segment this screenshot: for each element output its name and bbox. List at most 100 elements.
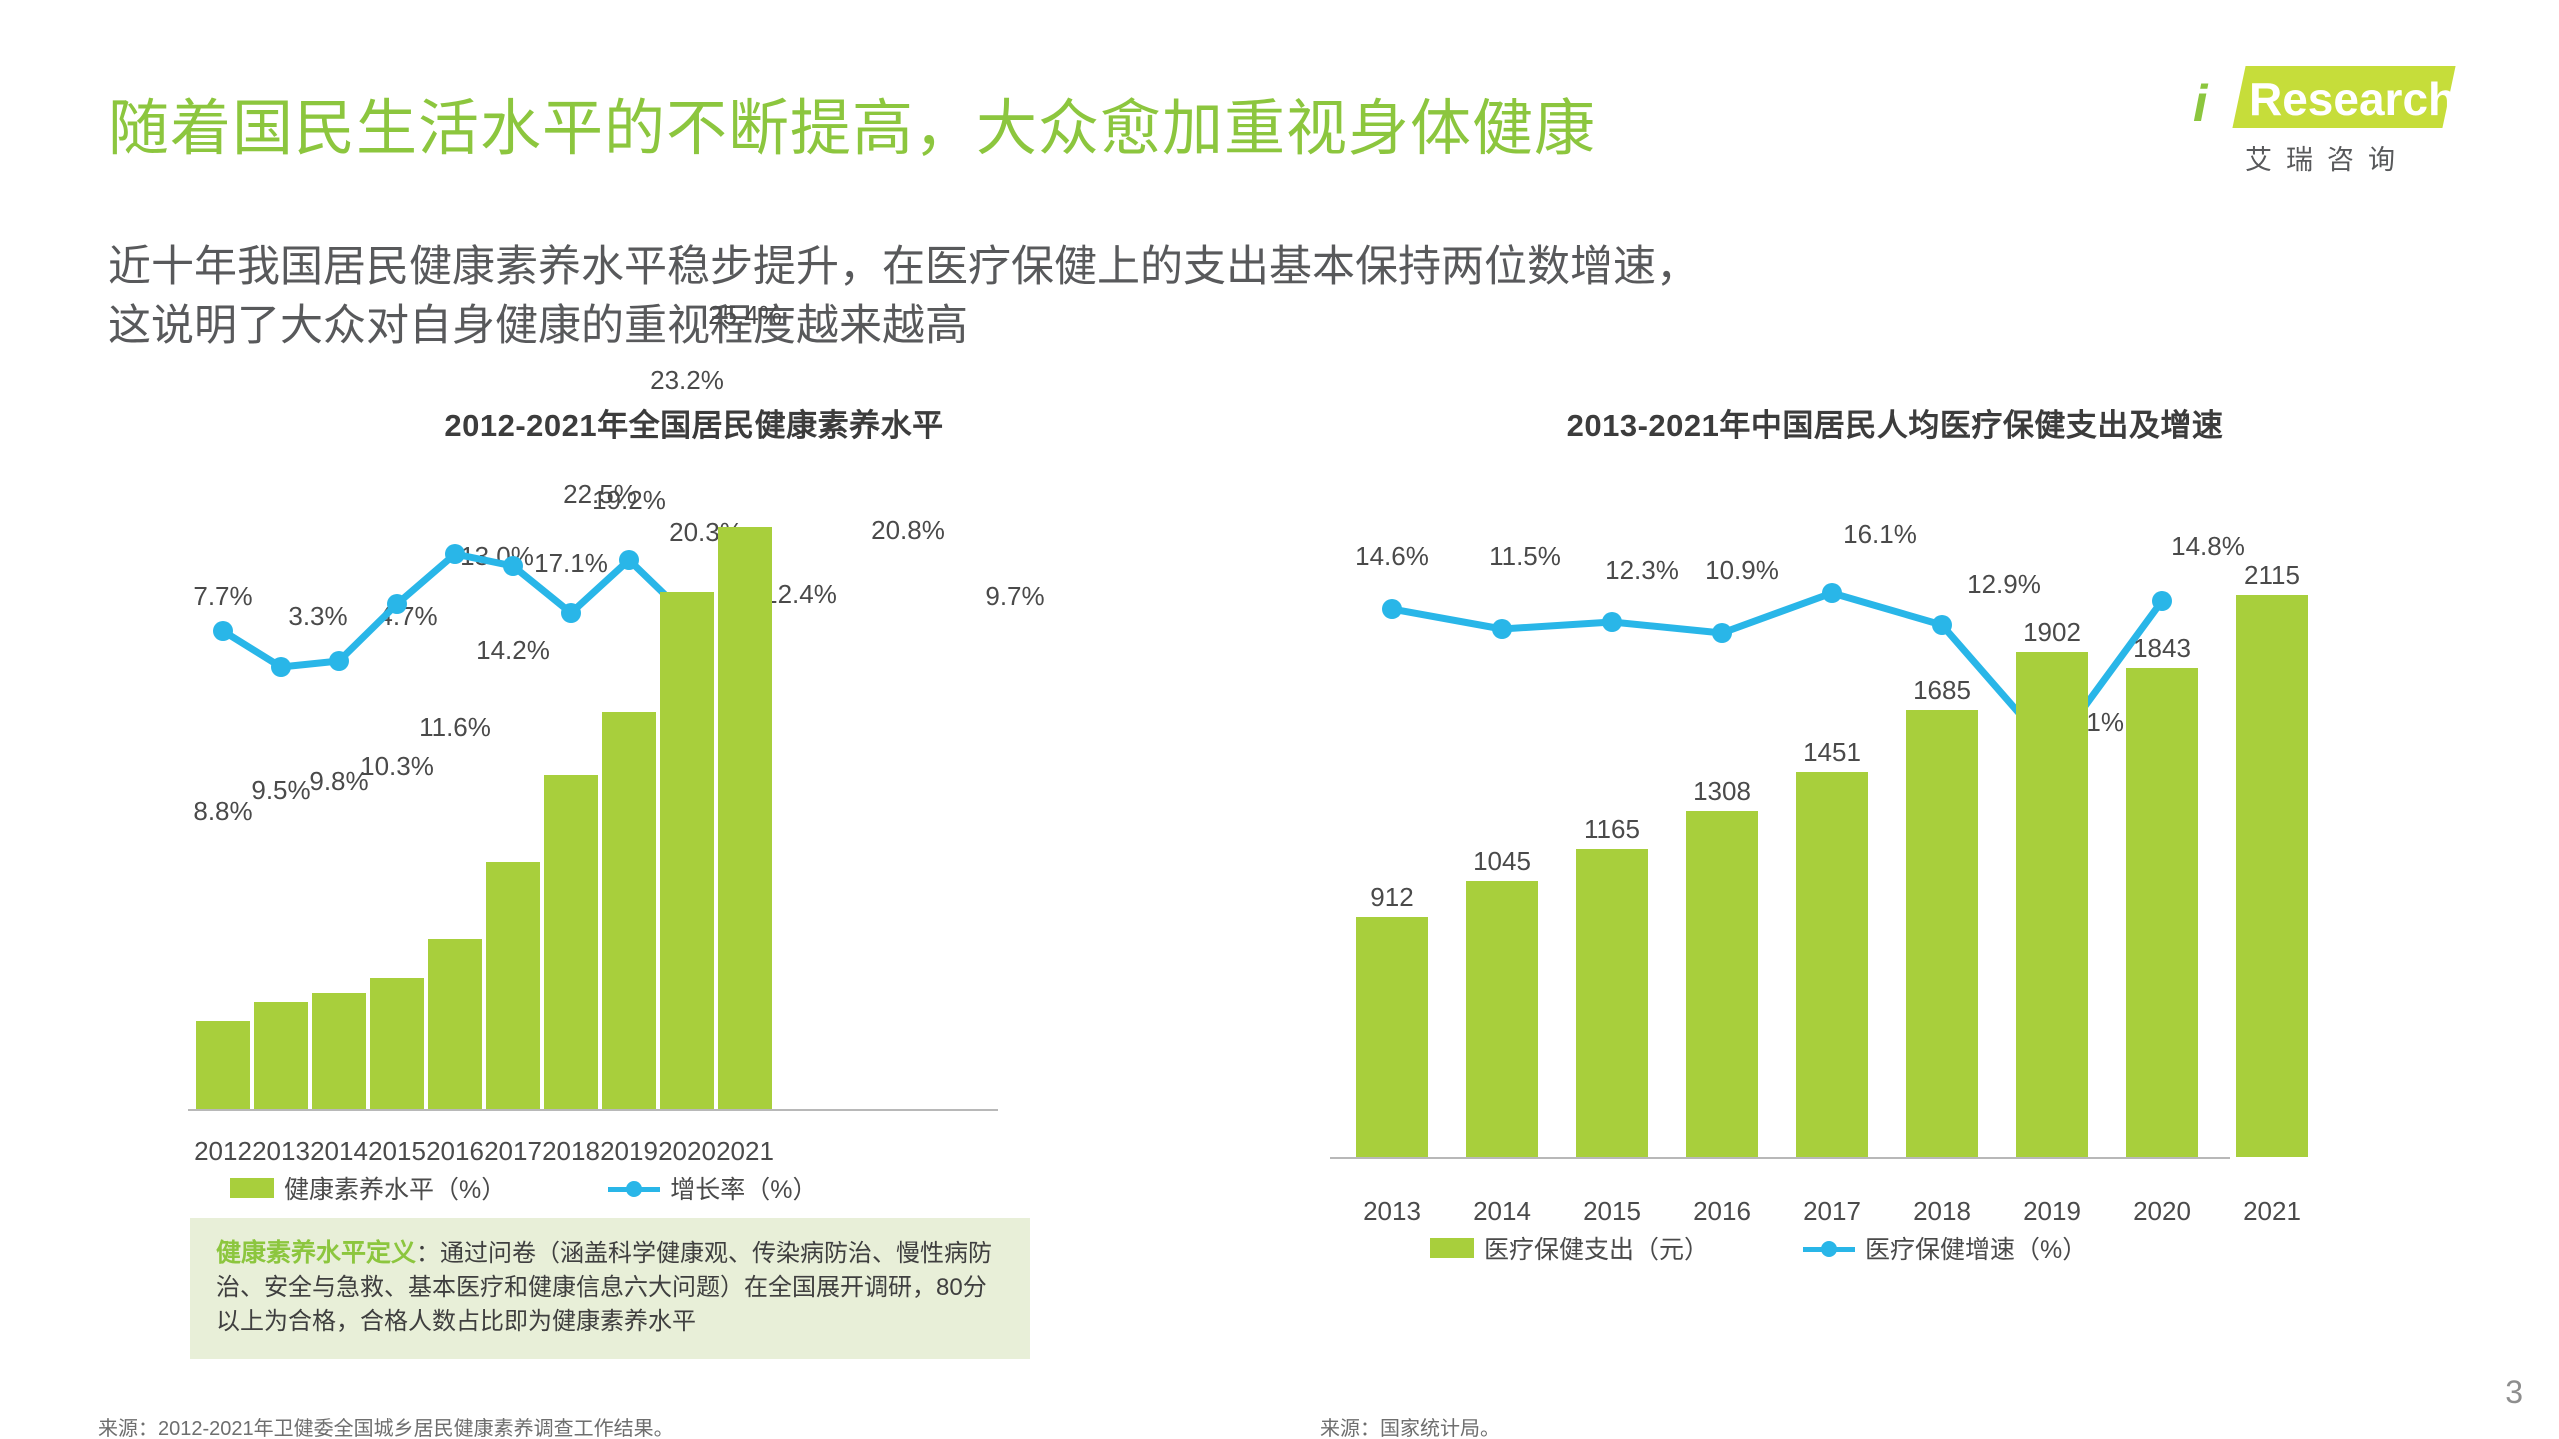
left-line-label-7: 20.8% — [871, 515, 945, 545]
right-bar-2014 — [1466, 881, 1538, 1157]
left-xtick-3: 2015 — [368, 1136, 426, 1166]
right-line-label-1: 11.5% — [1489, 541, 1561, 571]
right-xtick-1: 2014 — [1473, 1196, 1531, 1226]
right-legend-line-item: 医疗保健增速（%） — [1803, 1230, 2087, 1266]
left-chart-legend: 健康素养水平（%） 增长率（%） — [230, 1170, 817, 1206]
left-chart-plot: 7.7% 3.3% 4.7% 13.0% 22.5% 20.3% 12.4% 2… — [100, 300, 1288, 1191]
right-bar-label-0: 912 — [1370, 882, 1414, 912]
left-bar-2018 — [544, 775, 598, 1109]
left-xtick-6: 2018 — [542, 1136, 600, 1166]
right-bar-2016 — [1686, 811, 1758, 1157]
right-bar-2015 — [1576, 849, 1648, 1157]
left-bar-2015 — [370, 978, 424, 1109]
right-line-label-4: 16.1% — [1843, 519, 1917, 549]
definition-box: 健康素养水平定义：通过问卷（涵盖科学健康观、传染病防治、慢性病防治、安全与急救、… — [190, 1218, 1030, 1359]
right-bar-2021 — [2236, 595, 2308, 1157]
left-legend-line-label: 增长率（%） — [670, 1176, 818, 1204]
right-bar-label-4: 1451 — [1803, 737, 1861, 767]
left-xtick-7: 2019 — [600, 1136, 658, 1166]
left-xtick-8: 2020 — [658, 1136, 716, 1166]
right-xtick-7: 2020 — [2133, 1196, 2191, 1226]
page-subtitle: 近十年我国居民健康素养水平稳步提升，在医疗保健上的支出基本保持两位数增速， 这说… — [108, 238, 2168, 356]
left-line-label-0: 7.7% — [193, 581, 253, 611]
blue-line-swatch-icon — [1803, 1238, 1856, 1258]
left-xtick-5: 2017 — [484, 1136, 542, 1166]
left-bar-label-0: 8.8% — [193, 796, 253, 826]
left-line-label-8: 9.7% — [985, 581, 1045, 611]
left-chart-panel: 2012-2021年全国居民健康素养水平 7.7% 3.3% 4.7% 13.0… — [98, 300, 1288, 1439]
subtitle-line-1: 近十年我国居民健康素养水平稳步提升，在医疗保健上的支出基本保持两位数增速， — [108, 243, 1699, 291]
right-bar-label-7: 1843 — [2133, 633, 2191, 663]
left-xtick-1: 2013 — [252, 1136, 310, 1166]
left-legend-bar-item: 健康素养水平（%） — [230, 1170, 506, 1206]
left-bar-2014 — [312, 993, 366, 1109]
definition-box-text: ：通过问卷（涵盖科学健康观、传染病防治、慢性病防治、安全与急救、基本医疗和健康信… — [216, 1240, 993, 1335]
left-line-label-1: 3.3% — [288, 601, 348, 631]
right-bar-label-8: 2115 — [2244, 560, 2300, 590]
left-line-label-4: 22.5% — [563, 479, 637, 509]
logo-i-letter: i — [2193, 75, 2208, 133]
right-bar-2013 — [1356, 917, 1428, 1157]
right-bar-2017 — [1796, 772, 1868, 1157]
iresearch-logo: i Research 艾瑞咨询 — [2187, 56, 2487, 186]
page-title: 随着国民生活水平的不断提高，大众愈加重视身体健康 — [108, 94, 1597, 162]
left-bar-2012 — [196, 1021, 250, 1109]
right-legend-line-label: 医疗保健增速（%） — [1865, 1236, 2088, 1264]
right-xtick-3: 2016 — [1693, 1196, 1751, 1226]
right-xtick-2: 2015 — [1583, 1196, 1641, 1226]
right-chart-panel: 2013-2021年中国居民人均医疗保健支出及增速 14.6% 11.5% 12… — [1320, 400, 2470, 1439]
left-chart-title: 2012-2021年全国居民健康素养水平 — [444, 408, 944, 443]
left-bar-2016 — [428, 939, 482, 1109]
subtitle-line-2: 这说明了大众对自身健康的重视程度越来越高 — [108, 302, 968, 350]
right-bar-2019 — [2016, 652, 2088, 1157]
left-bar-label-4: 11.6% — [419, 712, 491, 742]
right-chart-legend: 医疗保健支出（元） 医疗保健增速（%） — [1430, 1230, 2087, 1266]
right-xtick-4: 2017 — [1803, 1196, 1861, 1226]
right-bar-label-3: 1308 — [1693, 776, 1751, 806]
left-bar-2013 — [254, 1002, 308, 1109]
right-source-note: 来源：国家统计局。 — [1320, 1418, 1500, 1439]
right-line-label-3: 10.9% — [1705, 555, 1779, 585]
right-chart-plot: 14.6% 11.5% 12.3% 10.9% 16.1% 12.9% -3.1… — [1320, 491, 2470, 1251]
right-line-label-2: 12.3% — [1605, 555, 1679, 585]
right-x-axis — [1330, 1157, 2230, 1159]
left-bar-label-9: 25.4% — [708, 300, 782, 330]
right-bar-2018 — [1906, 710, 1978, 1157]
left-xtick-0: 2012 — [194, 1136, 252, 1166]
right-bar-label-1: 1045 — [1473, 846, 1531, 876]
definition-box-title: 健康素养水平定义 — [216, 1239, 417, 1267]
left-bar-label-7: 19.2% — [592, 485, 666, 515]
right-bar-label-5: 1685 — [1913, 675, 1971, 705]
green-bar-swatch-icon — [230, 1178, 274, 1198]
logo-chinese-text: 艾瑞咨询 — [2245, 145, 2409, 175]
logo-research-text: Research — [2249, 73, 2457, 125]
right-chart-title: 2013-2021年中国居民人均医疗保健支出及增速 — [1566, 408, 2224, 443]
left-legend-bar-label: 健康素养水平（%） — [284, 1176, 507, 1204]
left-bar-2020 — [660, 592, 714, 1109]
right-line-label-7: 14.8% — [2171, 531, 2245, 561]
page-number: 3 — [2505, 1374, 2523, 1410]
right-bar-label-2: 1165 — [1584, 814, 1640, 844]
left-x-axis — [188, 1109, 998, 1111]
left-bar-label-2: 9.8% — [309, 766, 369, 796]
left-legend-line-item: 增长率（%） — [608, 1170, 817, 1206]
right-legend-bar-label: 医疗保健支出（元） — [1484, 1236, 1710, 1264]
left-xtick-2: 2014 — [310, 1136, 368, 1166]
right-xtick-8: 2021 — [2243, 1196, 2301, 1226]
blue-line-swatch-icon — [608, 1178, 661, 1198]
left-bar-2021 — [718, 527, 772, 1109]
left-source-note: 来源：2012-2021年卫健委全国城乡居民健康素养调查工作结果。 — [98, 1418, 674, 1439]
left-line-label-6: 12.4% — [763, 579, 837, 609]
left-bar-label-6: 17.1% — [534, 548, 608, 578]
left-bar-label-5: 14.2% — [476, 635, 550, 665]
right-xtick-0: 2013 — [1363, 1196, 1421, 1226]
green-bar-swatch-icon — [1430, 1238, 1474, 1258]
right-bar-2020 — [2126, 668, 2198, 1157]
right-xtick-5: 2018 — [1913, 1196, 1971, 1226]
left-bar-label-3: 10.3% — [360, 751, 434, 781]
right-line-label-0: 14.6% — [1355, 541, 1429, 571]
left-line-series — [213, 544, 697, 677]
left-bar-2019 — [602, 712, 656, 1109]
right-legend-bar-item: 医疗保健支出（元） — [1430, 1230, 1709, 1266]
